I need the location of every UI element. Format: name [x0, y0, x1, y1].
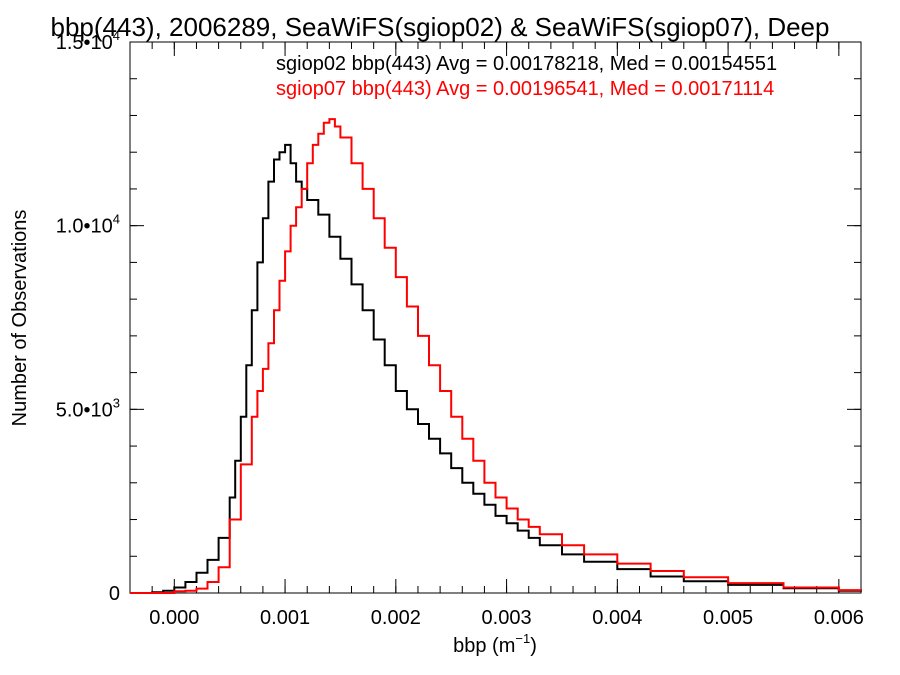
- series-line-sgiop02: [130, 143, 862, 594]
- x-tick-label: 0.000: [149, 607, 199, 629]
- chart-title: bbp(443), 2006289, SeaWiFS(sgiop02) & Se…: [51, 12, 830, 42]
- y-tick-label: 5.0•103: [56, 395, 120, 421]
- x-tick-label: 0.006: [814, 607, 864, 629]
- series-line-sgiop07: [130, 118, 862, 594]
- y-axis: 0 5.0•103 1.0•104 1.5•104: [56, 28, 861, 605]
- y-tick-label: 1.5•104: [56, 28, 120, 54]
- y-tick-label: 1.0•104: [56, 212, 120, 238]
- x-tick-label: 0.002: [371, 607, 421, 629]
- y-axis-label: Number of Observations: [9, 210, 31, 427]
- x-tick-label: 0.005: [703, 607, 753, 629]
- x-tick-label: 0.001: [260, 607, 310, 629]
- series-layer: [130, 118, 862, 594]
- x-tick-label: 0.004: [592, 607, 642, 629]
- x-axis-label: bbp (m−1): [453, 631, 537, 657]
- x-tick-label: 0.003: [482, 607, 532, 629]
- legend-sgiop02-stats: sgiop02 bbp(443) Avg = 0.00178218, Med =…: [276, 53, 777, 75]
- y-tick-label: 0: [109, 583, 120, 605]
- legend-sgiop07-stats: sgiop07 bbp(443) Avg = 0.00196541, Med =…: [276, 78, 774, 100]
- plot-frame: [129, 41, 862, 594]
- x-axis: 0.000 0.001 0.002 0.003 0.004 0.005 0.006: [129, 42, 864, 629]
